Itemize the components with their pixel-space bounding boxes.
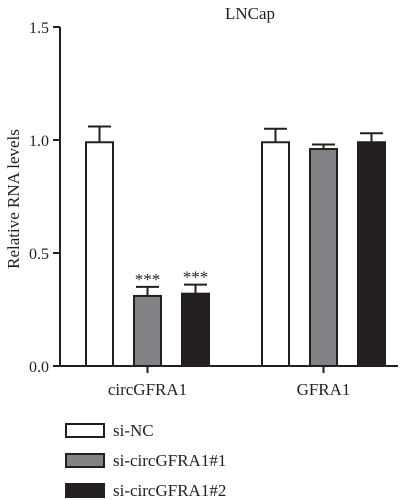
y-tick-label: 1.5 bbox=[29, 20, 49, 37]
x-tick-label: GFRA1 bbox=[297, 380, 351, 399]
legend-label: si-circGFRA1#2 bbox=[113, 481, 226, 500]
plot-area: 0.0 0.5 1.0 1.5 circGFRA1 *** *** GFRA1 bbox=[29, 20, 398, 399]
bar bbox=[261, 141, 290, 367]
bar bbox=[133, 294, 162, 367]
legend-swatch bbox=[65, 483, 105, 498]
bar bbox=[85, 141, 114, 367]
legend-swatch bbox=[65, 453, 105, 468]
legend-swatch bbox=[65, 423, 105, 438]
y-tick-label: 0.0 bbox=[29, 359, 49, 376]
chart-title: LNCap bbox=[225, 4, 275, 23]
y-tick-label: 0.5 bbox=[29, 246, 49, 263]
bar bbox=[357, 141, 386, 367]
legend: si-NC si-circGFRA1#1 si-circGFRA1#2 bbox=[65, 421, 226, 500]
significance-label: *** bbox=[135, 270, 161, 289]
x-tick-label: circGFRA1 bbox=[108, 380, 187, 399]
significance-label: *** bbox=[183, 268, 209, 287]
legend-label: si-NC bbox=[113, 421, 154, 440]
bar bbox=[309, 148, 338, 367]
y-tick-label: 1.0 bbox=[29, 133, 49, 150]
bar bbox=[181, 292, 210, 367]
legend-label: si-circGFRA1#1 bbox=[113, 451, 226, 470]
y-axis-label: Relative RNA levels bbox=[4, 129, 23, 269]
